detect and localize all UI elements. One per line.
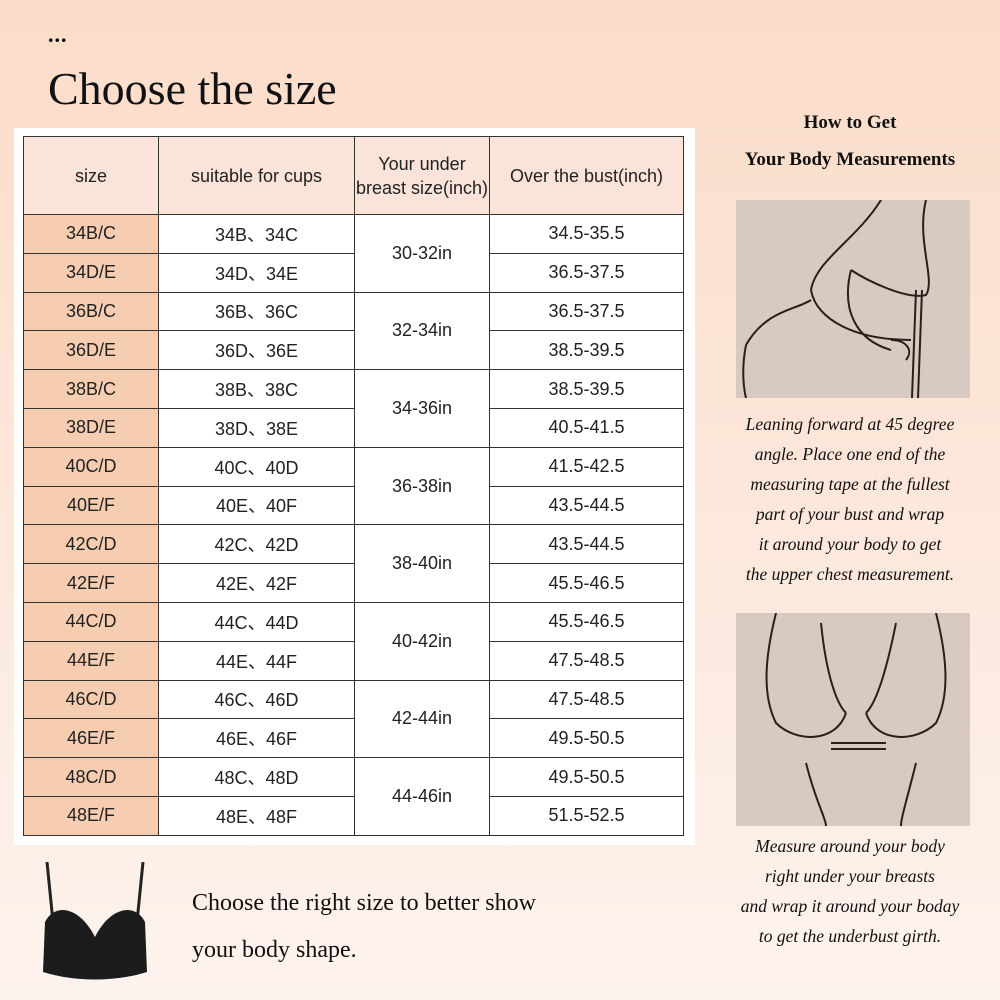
instruction-line: Leaning forward at 45 degree <box>745 414 955 434</box>
bra-product-image <box>35 861 155 990</box>
table-row: 40C/D 40C、40D 36-38in 41.5-42.5 <box>23 446 684 526</box>
table-row: 36D/E 36D、36E 38.5-39.5 <box>23 330 684 371</box>
size-cell: 36B/C <box>23 291 159 332</box>
cups-cell: 34D、34E <box>158 252 355 293</box>
step1-instructions: Leaning forward at 45 degree angle. Place… <box>700 409 1000 589</box>
cups-cell: 44C、44D <box>158 601 355 642</box>
instruction-line: part of your bust and wrap <box>755 504 945 524</box>
size-cell: 48C/D <box>23 757 159 797</box>
header-size: size <box>23 136 159 215</box>
size-cell: 46E/F <box>23 718 159 759</box>
table-row: 44E/F 44E、44F 47.5-48.5 <box>23 640 684 681</box>
instruction-line: and wrap it around your boday <box>740 896 960 916</box>
cups-cell: 42C、42D <box>158 524 355 565</box>
size-cell: 36D/E <box>23 330 159 371</box>
table-row: 46E/F 46E、46F 49.5-50.5 <box>23 718 684 759</box>
table-row: 40E/F 40E、40F 43.5-44.5 <box>23 485 684 526</box>
underbust-cell: 32-34in <box>354 291 490 371</box>
size-cell: 44C/D <box>23 601 159 642</box>
table-row: 38D/E 38D、38E 40.5-41.5 <box>23 407 684 448</box>
dots: ... <box>48 22 68 47</box>
size-table: size suitable for cups Your under breast… <box>23 136 684 836</box>
table-row: 42E/F 42E、42F 45.5-46.5 <box>23 563 684 603</box>
cups-cell: 38D、38E <box>158 407 355 448</box>
cups-cell: 36D、36E <box>158 330 355 371</box>
instruction-line: measuring tape at the fullest <box>750 474 950 494</box>
footer-line-2: your body shape. <box>192 937 357 963</box>
cups-cell: 46C、46D <box>158 679 355 720</box>
cups-cell: 48E、48F <box>158 795 355 836</box>
table-row: 42C/D 42C、42D 38-40in 43.5-44.5 <box>23 524 684 603</box>
overbust-cell: 36.5-37.5 <box>489 252 684 293</box>
table-row: 34D/E 34D、34E 36.5-37.5 <box>23 252 684 293</box>
size-cell: 38B/C <box>23 369 159 409</box>
cups-cell: 40E、40F <box>158 485 355 526</box>
underbust-illustration <box>736 612 970 827</box>
overbust-cell: 41.5-42.5 <box>489 446 684 487</box>
overbust-cell: 34.5-35.5 <box>489 214 684 254</box>
table-row: 34B/C 34B、34C 30-32in 34.5-35.5 <box>23 214 684 293</box>
size-cell: 42E/F <box>23 563 159 603</box>
guide-title-1: How to Get <box>803 112 897 133</box>
page-title: Choose the size <box>48 63 337 114</box>
underbust-cell: 38-40in <box>354 524 490 603</box>
cups-cell: 46E、46F <box>158 718 355 759</box>
overbust-cell: 38.5-39.5 <box>489 369 684 409</box>
size-cell: 46C/D <box>23 679 159 720</box>
table-row: 48E/F 48E、48F 51.5-52.5 <box>23 795 684 836</box>
table-row: 36B/C 36B、36C 32-34in 36.5-37.5 <box>23 291 684 371</box>
overbust-cell: 49.5-50.5 <box>489 757 684 797</box>
size-cell: 34D/E <box>23 252 159 293</box>
size-cell: 40E/F <box>23 485 159 526</box>
header-overbust: Over the bust(inch) <box>489 136 684 215</box>
upper-chest-illustration <box>736 199 970 399</box>
size-cell: 38D/E <box>23 407 159 448</box>
underbust-cell: 34-36in <box>354 369 490 448</box>
cups-cell: 38B、38C <box>158 369 355 409</box>
cups-cell: 36B、36C <box>158 291 355 332</box>
underbust-cell: 36-38in <box>354 446 490 526</box>
cups-cell: 34B、34C <box>158 214 355 254</box>
step2-instructions: Measure around your body right under your… <box>700 831 1000 951</box>
table-row: 48C/D 48C、48D 44-46in 49.5-50.5 <box>23 757 684 836</box>
cups-cell: 40C、40D <box>158 446 355 487</box>
guide-title-2: Your Body Measurements <box>744 149 956 170</box>
overbust-cell: 40.5-41.5 <box>489 407 684 448</box>
size-cell: 48E/F <box>23 795 159 836</box>
cups-cell: 44E、44F <box>158 640 355 681</box>
instruction-line: to get the underbust girth. <box>758 926 942 946</box>
cups-cell: 42E、42F <box>158 563 355 603</box>
table-row: 46C/D 46C、46D 42-44in 47.5-48.5 <box>23 679 684 759</box>
table-row: 38B/C 38B、38C 34-36in 38.5-39.5 <box>23 369 684 448</box>
overbust-cell: 43.5-44.5 <box>489 485 684 526</box>
overbust-cell: 38.5-39.5 <box>489 330 684 371</box>
underbust-cell: 42-44in <box>354 679 490 759</box>
table-row: 44C/D 44C、44D 40-42in 45.5-46.5 <box>23 601 684 681</box>
overbust-cell: 47.5-48.5 <box>489 679 684 720</box>
size-cell: 40C/D <box>23 446 159 487</box>
header-underbust: Your under breast size(inch) <box>354 136 490 215</box>
overbust-cell: 51.5-52.5 <box>489 795 684 836</box>
overbust-cell: 49.5-50.5 <box>489 718 684 759</box>
overbust-cell: 45.5-46.5 <box>489 601 684 642</box>
overbust-cell: 47.5-48.5 <box>489 640 684 681</box>
header-cups: suitable for cups <box>158 136 355 215</box>
instruction-line: the upper chest measurement. <box>745 564 955 584</box>
instruction-line: right under your breasts <box>765 866 935 886</box>
cups-cell: 48C、48D <box>158 757 355 797</box>
overbust-cell: 45.5-46.5 <box>489 563 684 603</box>
instruction-line: it around your body to get <box>758 534 942 554</box>
size-cell: 44E/F <box>23 640 159 681</box>
underbust-cell: 40-42in <box>354 601 490 681</box>
overbust-cell: 43.5-44.5 <box>489 524 684 565</box>
footer-line-1: Choose the right size to better show <box>192 890 536 916</box>
instruction-line: angle. Place one end of the <box>754 444 946 464</box>
underbust-cell: 30-32in <box>354 214 490 293</box>
instruction-line: Measure around your body <box>755 836 945 856</box>
size-cell: 34B/C <box>23 214 159 254</box>
size-cell: 42C/D <box>23 524 159 565</box>
underbust-cell: 44-46in <box>354 757 490 836</box>
overbust-cell: 36.5-37.5 <box>489 291 684 332</box>
